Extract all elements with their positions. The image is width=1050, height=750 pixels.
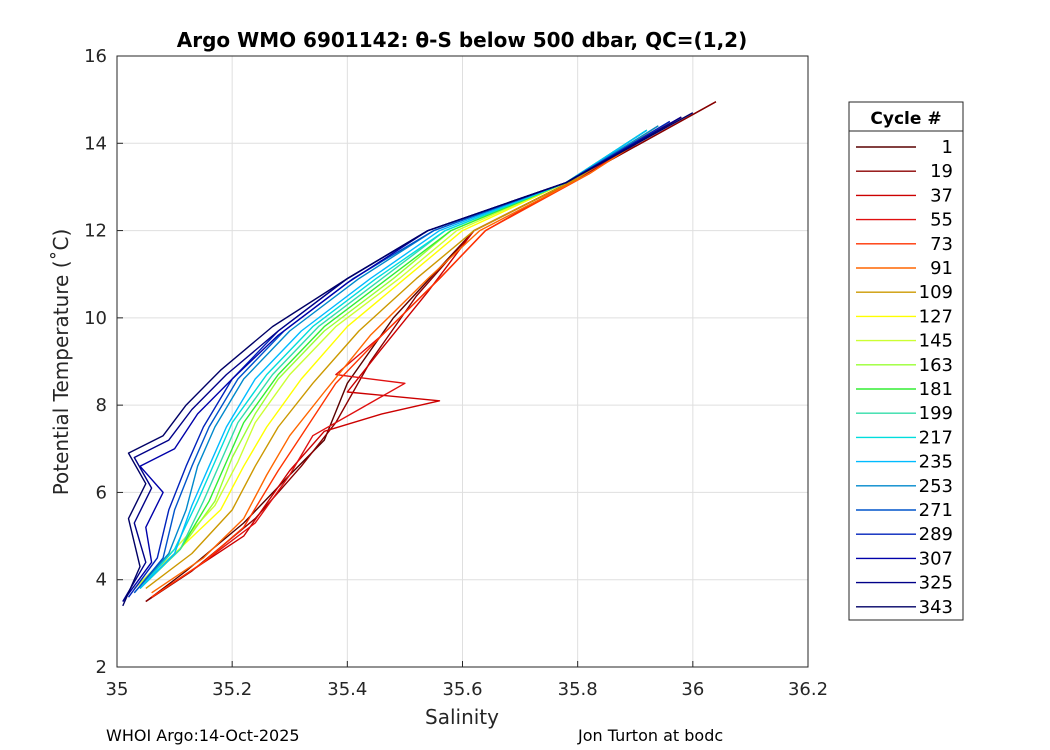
y-tick-label: 12 bbox=[84, 221, 107, 242]
series-line-cycle-19 bbox=[145, 101, 717, 603]
legend-label-cycle-73: 73 bbox=[930, 234, 953, 255]
x-tick-labels: 35 35.2 35.4 35.6 35.8 36 36.2 bbox=[106, 679, 828, 700]
x-tick-label: 35.4 bbox=[327, 679, 367, 700]
x-tick-label: 35.6 bbox=[442, 679, 482, 700]
series-line-cycle-1 bbox=[145, 101, 717, 603]
legend-label-cycle-199: 199 bbox=[919, 403, 953, 424]
legend-label-cycle-289: 289 bbox=[919, 524, 953, 545]
series-line-cycle-343 bbox=[122, 112, 694, 607]
legend-label-cycle-55: 55 bbox=[930, 210, 953, 231]
chart-title: Argo WMO 6901142: θ-S below 500 dbar, QC… bbox=[177, 28, 747, 52]
plot-area-frame bbox=[116, 55, 809, 668]
series-group bbox=[122, 101, 717, 607]
y-tick-label: 8 bbox=[96, 395, 107, 416]
y-tick-label: 2 bbox=[96, 657, 107, 678]
y-tick-label: 14 bbox=[84, 133, 107, 154]
series-line-cycle-253 bbox=[133, 125, 659, 594]
series-line-cycle-109 bbox=[145, 125, 659, 589]
legend-label-cycle-253: 253 bbox=[919, 476, 953, 497]
x-tick-label: 35.2 bbox=[212, 679, 252, 700]
series-line-cycle-73 bbox=[151, 120, 671, 598]
series-line-cycle-325 bbox=[122, 116, 682, 602]
series-line-cycle-307 bbox=[122, 116, 682, 602]
footer-source: WHOI Argo:14-Oct-2025 bbox=[106, 726, 300, 745]
series-line-cycle-199 bbox=[139, 129, 648, 589]
series-line-cycle-235 bbox=[139, 129, 648, 589]
y-axis-label: Potential Temperature (˚C) bbox=[49, 229, 73, 496]
legend-label-cycle-109: 109 bbox=[919, 282, 953, 303]
series-line-cycle-289 bbox=[127, 120, 671, 598]
x-tick-label: 36.2 bbox=[788, 679, 828, 700]
legend-label-cycle-307: 307 bbox=[919, 548, 953, 569]
legend-label-cycle-19: 19 bbox=[930, 161, 953, 182]
legend-label-cycle-145: 145 bbox=[919, 331, 953, 352]
legend-label-cycle-1: 1 bbox=[942, 137, 953, 158]
legend-label-cycle-163: 163 bbox=[919, 355, 953, 376]
series-line-cycle-163 bbox=[139, 129, 648, 589]
x-tick-label: 35 bbox=[106, 679, 129, 700]
legend-label-cycle-181: 181 bbox=[919, 379, 953, 400]
legend-label-cycle-37: 37 bbox=[930, 185, 953, 206]
legend-label-cycle-343: 343 bbox=[919, 597, 953, 618]
series-line-cycle-271 bbox=[133, 120, 671, 594]
grid-lines bbox=[116, 55, 809, 668]
x-tick-label: 35.8 bbox=[558, 679, 598, 700]
legend-label-cycle-127: 127 bbox=[919, 306, 953, 327]
legend-label-cycle-235: 235 bbox=[919, 452, 953, 473]
y-tick-label: 10 bbox=[84, 308, 107, 329]
series-line-cycle-181 bbox=[139, 129, 648, 589]
legend-entries: 1 19 37 55 73 91 109 127 145 163 181 199 217 235 253 27… bbox=[856, 137, 953, 618]
y-tick-labels: 2 4 6 8 10 12 14 16 bbox=[84, 46, 107, 678]
x-axis-label: Salinity bbox=[425, 705, 499, 729]
footer-author: Jon Turton at bodc bbox=[578, 726, 724, 745]
y-tick-label: 16 bbox=[84, 46, 107, 67]
series-line-cycle-55 bbox=[151, 116, 682, 598]
series-line-cycle-217 bbox=[139, 129, 648, 589]
legend: Cycle # 1 19 37 55 73 91 109 127 145 163 181 199 217… bbox=[848, 101, 964, 621]
x-tick-label: 36 bbox=[681, 679, 704, 700]
legend-label-cycle-325: 325 bbox=[919, 573, 953, 594]
legend-title: Cycle # bbox=[870, 109, 941, 129]
legend-label-cycle-271: 271 bbox=[919, 500, 953, 521]
series-line-cycle-37 bbox=[151, 116, 682, 598]
y-tick-label: 4 bbox=[96, 570, 107, 591]
legend-label-cycle-91: 91 bbox=[930, 258, 953, 279]
series-line-cycle-91 bbox=[151, 120, 671, 594]
series-line-cycle-127 bbox=[133, 129, 648, 589]
y-tick-label: 6 bbox=[96, 482, 107, 503]
legend-label-cycle-217: 217 bbox=[919, 427, 953, 448]
